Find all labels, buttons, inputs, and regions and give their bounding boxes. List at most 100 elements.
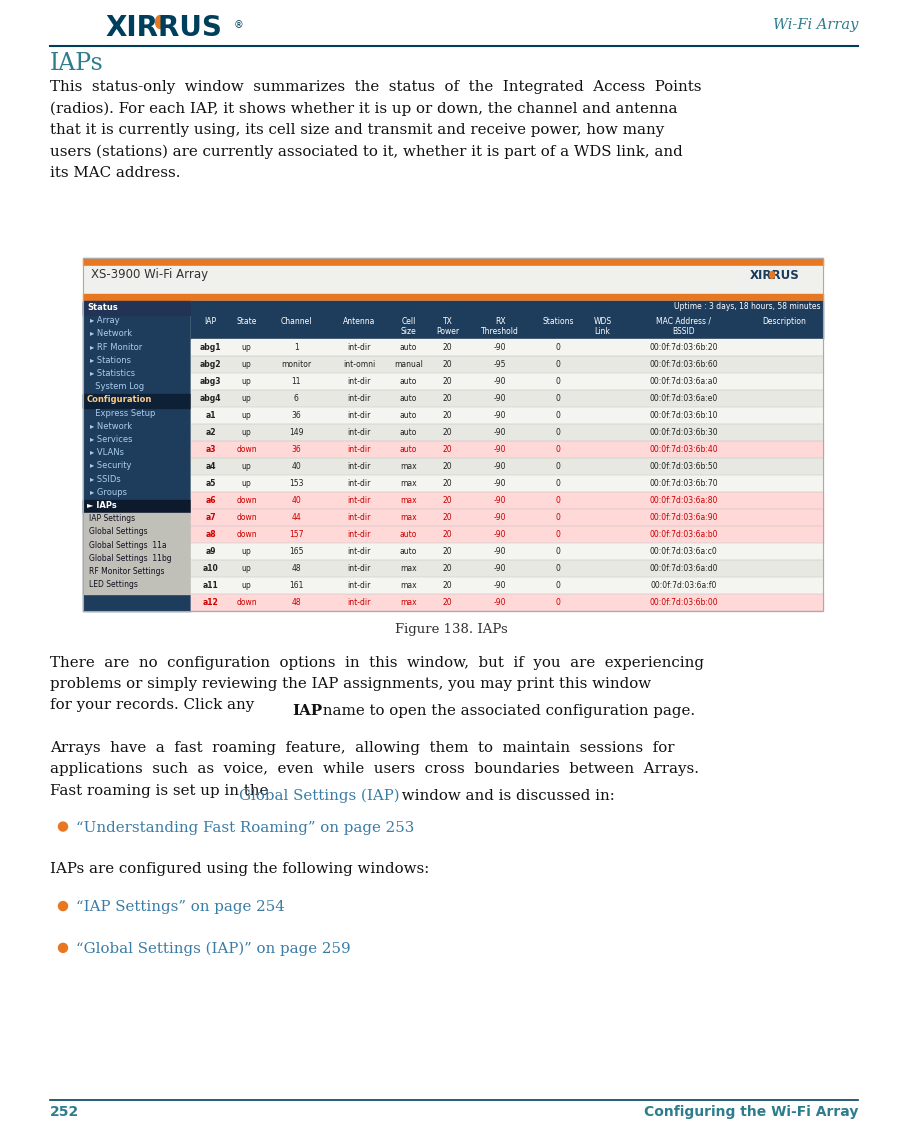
Text: 20: 20	[443, 445, 452, 454]
Text: int-dir: int-dir	[348, 428, 371, 437]
Text: 00:0f:7d:03:6a:b0: 00:0f:7d:03:6a:b0	[649, 530, 717, 539]
Text: Express Setup: Express Setup	[90, 408, 155, 417]
Text: auto: auto	[400, 530, 417, 539]
Text: 0: 0	[556, 513, 560, 522]
Text: up: up	[241, 360, 251, 370]
Text: -90: -90	[494, 530, 506, 539]
Text: 48: 48	[291, 564, 301, 573]
Text: XIRRUS: XIRRUS	[750, 269, 800, 282]
Text: down: down	[236, 496, 257, 505]
Text: 20: 20	[443, 462, 452, 471]
Text: ▸ Statistics: ▸ Statistics	[90, 370, 135, 377]
Text: abg4: abg4	[200, 395, 222, 402]
Bar	[191, 301, 823, 315]
Text: max: max	[400, 581, 417, 590]
Text: 0: 0	[556, 410, 560, 420]
Text: Global Settings: Global Settings	[89, 528, 148, 537]
Text: ▸ SSIDs: ▸ SSIDs	[90, 474, 121, 483]
Text: 20: 20	[443, 530, 452, 539]
Text: int-dir: int-dir	[348, 462, 371, 471]
Text: 0: 0	[556, 564, 560, 573]
Text: “IAP Settings” on page 254: “IAP Settings” on page 254	[76, 901, 285, 914]
Text: 0: 0	[556, 581, 560, 590]
Bar	[191, 441, 823, 458]
Text: window and is discussed in:: window and is discussed in:	[397, 789, 614, 803]
Text: IAPs: IAPs	[50, 52, 104, 75]
Text: 165: 165	[289, 547, 304, 556]
Text: 20: 20	[443, 428, 452, 437]
Text: ▸ Stations: ▸ Stations	[90, 356, 131, 365]
Text: 20: 20	[443, 479, 452, 488]
Text: down: down	[236, 513, 257, 522]
Text: ▸ Services: ▸ Services	[90, 435, 132, 445]
Text: 0: 0	[556, 428, 560, 437]
Bar	[83, 258, 823, 611]
Text: Status: Status	[87, 302, 118, 312]
Text: 0: 0	[556, 360, 560, 370]
Text: a6: a6	[205, 496, 215, 505]
Text: Configuration: Configuration	[87, 396, 152, 405]
Text: 20: 20	[443, 395, 452, 402]
Text: ▸ Security: ▸ Security	[90, 462, 132, 471]
Text: ▸ VLANs: ▸ VLANs	[90, 448, 124, 457]
Text: 0: 0	[556, 479, 560, 488]
Text: up: up	[241, 564, 251, 573]
Text: Global Settings  11bg: Global Settings 11bg	[89, 554, 171, 563]
Text: ®: ®	[234, 20, 244, 30]
Text: a12: a12	[203, 598, 218, 607]
Text: down: down	[236, 530, 257, 539]
Text: 0: 0	[556, 395, 560, 402]
Text: int-dir: int-dir	[348, 395, 371, 402]
Text: 20: 20	[443, 581, 452, 590]
Text: ▸ RF Monitor: ▸ RF Monitor	[90, 342, 142, 351]
Text: 0: 0	[556, 377, 560, 385]
Text: XS-3900 Wi-Fi Array: XS-3900 Wi-Fi Array	[91, 268, 208, 281]
Text: XIRRUS: XIRRUS	[105, 14, 222, 42]
Text: int-dir: int-dir	[348, 547, 371, 556]
Text: 00:0f:7d:03:6a:a0: 00:0f:7d:03:6a:a0	[650, 377, 717, 385]
Text: a11: a11	[203, 581, 218, 590]
Text: max: max	[400, 462, 417, 471]
Text: -90: -90	[494, 598, 506, 607]
Bar	[83, 301, 191, 611]
Text: int-dir: int-dir	[348, 530, 371, 539]
Text: “Understanding Fast Roaming” on page 253: “Understanding Fast Roaming” on page 253	[76, 821, 414, 835]
Text: 00:0f:7d:03:6b:70: 00:0f:7d:03:6b:70	[649, 479, 718, 488]
Text: -90: -90	[494, 564, 506, 573]
Text: Uptime : 3 days, 18 hours, 58 minutes: Uptime : 3 days, 18 hours, 58 minutes	[674, 302, 820, 312]
Text: abg3: abg3	[200, 377, 222, 385]
Text: Stations: Stations	[542, 317, 574, 326]
Text: 1: 1	[294, 343, 298, 352]
Text: Cell
Size: Cell Size	[401, 317, 416, 337]
Bar	[191, 339, 823, 356]
Text: a1: a1	[205, 410, 215, 420]
Text: int-dir: int-dir	[348, 479, 371, 488]
Text: -90: -90	[494, 428, 506, 437]
Text: auto: auto	[400, 395, 417, 402]
Text: int-omni: int-omni	[343, 360, 375, 370]
Text: up: up	[241, 479, 251, 488]
Text: 20: 20	[443, 547, 452, 556]
Bar	[191, 561, 823, 576]
Text: auto: auto	[400, 547, 417, 556]
Text: a9: a9	[205, 547, 215, 556]
Text: 20: 20	[443, 377, 452, 385]
Text: up: up	[241, 395, 251, 402]
Text: auto: auto	[400, 428, 417, 437]
Bar	[83, 258, 823, 266]
Text: IAP Settings: IAP Settings	[89, 514, 135, 523]
Text: 0: 0	[556, 598, 560, 607]
Text: Global Settings (IAP): Global Settings (IAP)	[239, 789, 399, 803]
Text: int-dir: int-dir	[348, 445, 371, 454]
Bar	[83, 294, 823, 301]
Text: up: up	[241, 462, 251, 471]
Bar	[191, 356, 823, 373]
Text: ► IAPs: ► IAPs	[87, 501, 117, 511]
Text: max: max	[400, 479, 417, 488]
Text: 252: 252	[50, 1105, 79, 1119]
Text: 44: 44	[291, 513, 301, 522]
Text: Wi-Fi Array: Wi-Fi Array	[773, 18, 858, 32]
Text: 153: 153	[289, 479, 304, 488]
Bar	[83, 513, 191, 595]
Text: auto: auto	[400, 410, 417, 420]
